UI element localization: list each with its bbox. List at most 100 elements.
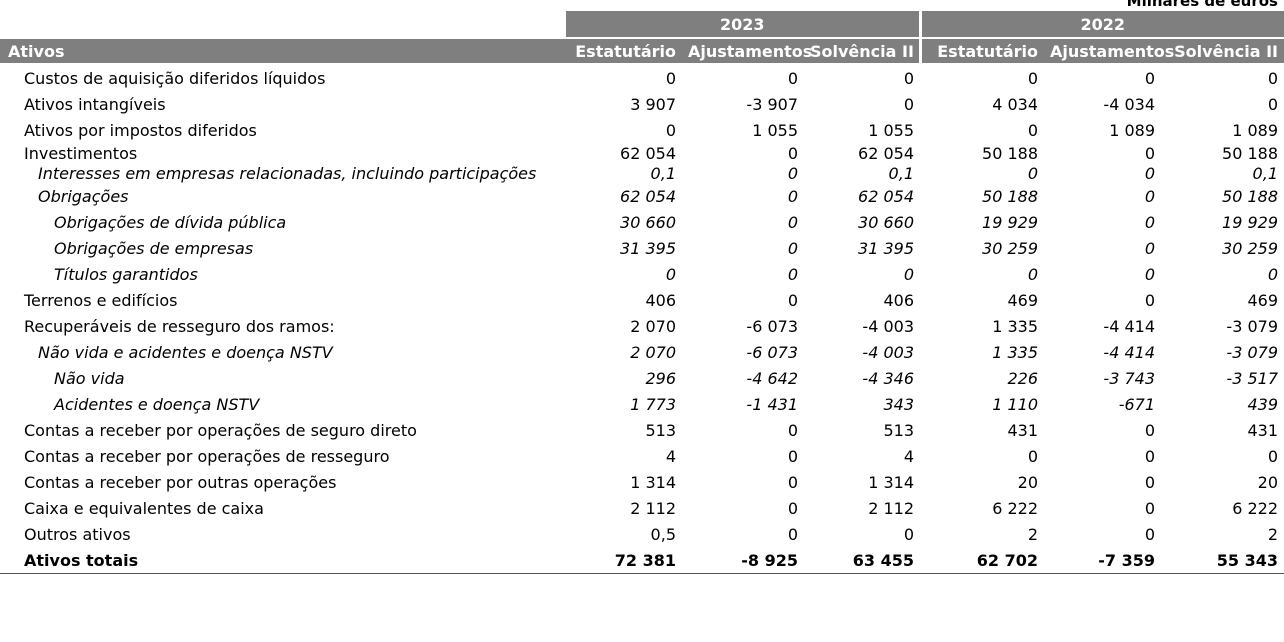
blank-header-cell [0, 11, 566, 38]
cell-value: 4 034 [992, 94, 1038, 114]
year-2022-header: 2022 [918, 11, 1284, 38]
row-label: Não vida e acidentes e doença NSTV [38, 342, 333, 362]
row-label: Custos de aquisição diferidos líquidos [24, 68, 326, 88]
cell-value: 0,1 [888, 163, 914, 183]
cell-value: 1 089 [1109, 120, 1155, 140]
cell-value: 30 259 [982, 238, 1038, 258]
cell-value: 0 [1027, 446, 1038, 466]
cell-value: 19 929 [982, 212, 1038, 232]
cell-value: 62 054 [858, 186, 914, 206]
cell-value: 0 [665, 68, 676, 88]
cell-value: 62 054 [858, 143, 914, 163]
cell-value: 0 [1267, 94, 1278, 114]
table-row: Não vida e acidentes e doença NSTV 2 070… [0, 339, 1284, 365]
cell-value: 0 [1267, 446, 1278, 466]
cell-value: 431 [1007, 420, 1038, 440]
cell-value: 0 [665, 120, 676, 140]
cell-value: 31 395 [620, 238, 676, 258]
cell-value: 30 660 [620, 212, 676, 232]
cell-value: 62 054 [620, 186, 676, 206]
cell-value: 0 [1144, 420, 1155, 440]
cell-value: 0 [1144, 238, 1155, 258]
col-estatutario-2023: Estatutário [566, 37, 682, 63]
column-header-row: Ativos Estatutário Ajustamentos Solvênci… [0, 37, 1284, 63]
cell-value: -3 517 [1226, 368, 1278, 388]
table-row: Ativos intangíveis 3 907 -3 907 0 4 034 … [0, 91, 1284, 117]
cell-value: 1 773 [630, 394, 676, 414]
cell-value: 0 [787, 498, 798, 518]
table-row: Outros ativos 0,5 0 0 2 0 2 [0, 521, 1284, 547]
cell-value: 1 055 [868, 120, 914, 140]
cell-value: 0 [787, 143, 798, 163]
row-label: Contas a receber por operações de resseg… [24, 446, 390, 466]
table-row: Obrigações de empresas 31 395 0 31 395 3… [0, 235, 1284, 261]
row-label: Outros ativos [24, 524, 131, 544]
row-label: Ativos totais [0, 547, 566, 574]
cell-value: 50 188 [982, 186, 1038, 206]
cell-value: -1 431 [746, 394, 798, 414]
cell-value: 2 [1267, 524, 1278, 544]
cell-value: 55 343 [1161, 547, 1284, 574]
cell-value: 0 [787, 472, 798, 492]
cell-value: 0 [1144, 212, 1155, 232]
row-label: Obrigações de dívida pública [54, 212, 287, 232]
cell-value: 0 [903, 524, 914, 544]
cell-value: 2 070 [630, 342, 676, 362]
cell-value: 4 [903, 446, 914, 466]
cell-value: 1 314 [868, 472, 914, 492]
cell-value: 406 [883, 290, 914, 310]
col-solvencia-2022: Solvência II [1161, 37, 1284, 63]
cell-value: 0 [903, 94, 914, 114]
cell-value: 0 [1144, 163, 1155, 183]
cell-value: 0 [787, 212, 798, 232]
cell-value: 469 [1007, 290, 1038, 310]
cell-value: 0 [903, 264, 914, 284]
cell-value: 19 929 [1222, 212, 1278, 232]
total-row: Ativos totais 72 381 -8 925 63 455 62 70… [0, 547, 1284, 574]
assets-table: 2023 2022 Ativos Estatutário Ajustamento… [0, 11, 1284, 574]
cell-value: -4 642 [746, 368, 798, 388]
row-label: Terrenos e edifícios [24, 290, 178, 310]
cell-value: 1 110 [992, 394, 1038, 414]
cell-value: 20 [1017, 472, 1038, 492]
cell-value: 2 112 [868, 498, 914, 518]
cell-value: 0 [1027, 120, 1038, 140]
cell-value: -4 346 [862, 368, 914, 388]
cell-value: 2 112 [630, 498, 676, 518]
cell-value: -3 079 [1226, 316, 1278, 336]
row-label: Contas a receber por outras operações [24, 472, 337, 492]
cell-value: 1 055 [752, 120, 798, 140]
cell-value: 469 [1247, 290, 1278, 310]
cell-value: 343 [883, 394, 914, 414]
row-label: Recuperáveis de resseguro dos ramos: [24, 316, 335, 336]
cell-value: 1 089 [1232, 120, 1278, 140]
cell-value: 50 188 [1222, 186, 1278, 206]
row-label: Não vida [54, 368, 125, 388]
cell-value: 0 [787, 264, 798, 284]
year-2023-header: 2023 [566, 11, 920, 38]
cell-value: 50 188 [1222, 143, 1278, 163]
table-row: Contas a receber por outras operações 1 … [0, 469, 1284, 495]
cell-value: 2 [1027, 524, 1038, 544]
cell-value: 1 314 [630, 472, 676, 492]
table-row: Investimentos 62 054 0 62 054 50 188 0 5… [0, 143, 1284, 163]
cell-value: 0,5 [650, 524, 676, 544]
cell-value: 6 222 [992, 498, 1038, 518]
cell-value: -4 414 [1103, 316, 1155, 336]
col-solvencia-2023: Solvência II [804, 37, 920, 63]
cell-value: 3 907 [630, 94, 676, 114]
col-ajustamentos-2023: Ajustamentos [682, 37, 812, 63]
cell-value: 406 [645, 290, 676, 310]
cell-value: 0 [1144, 264, 1155, 284]
cell-value: 0 [787, 524, 798, 544]
cell-value: 0 [787, 186, 798, 206]
cell-value: -6 073 [746, 342, 798, 362]
cell-value: 0 [1027, 163, 1038, 183]
cell-value: 0 [1267, 68, 1278, 88]
table-row: Obrigações 62 054 0 62 054 50 188 0 50 1… [0, 183, 1284, 209]
row-label: Contas a receber por operações de seguro… [24, 420, 417, 440]
cell-value: -3 079 [1226, 342, 1278, 362]
row-label: Interesses em empresas relacionadas, inc… [38, 163, 537, 183]
cell-value: 0 [1144, 524, 1155, 544]
cell-value: 31 395 [858, 238, 914, 258]
